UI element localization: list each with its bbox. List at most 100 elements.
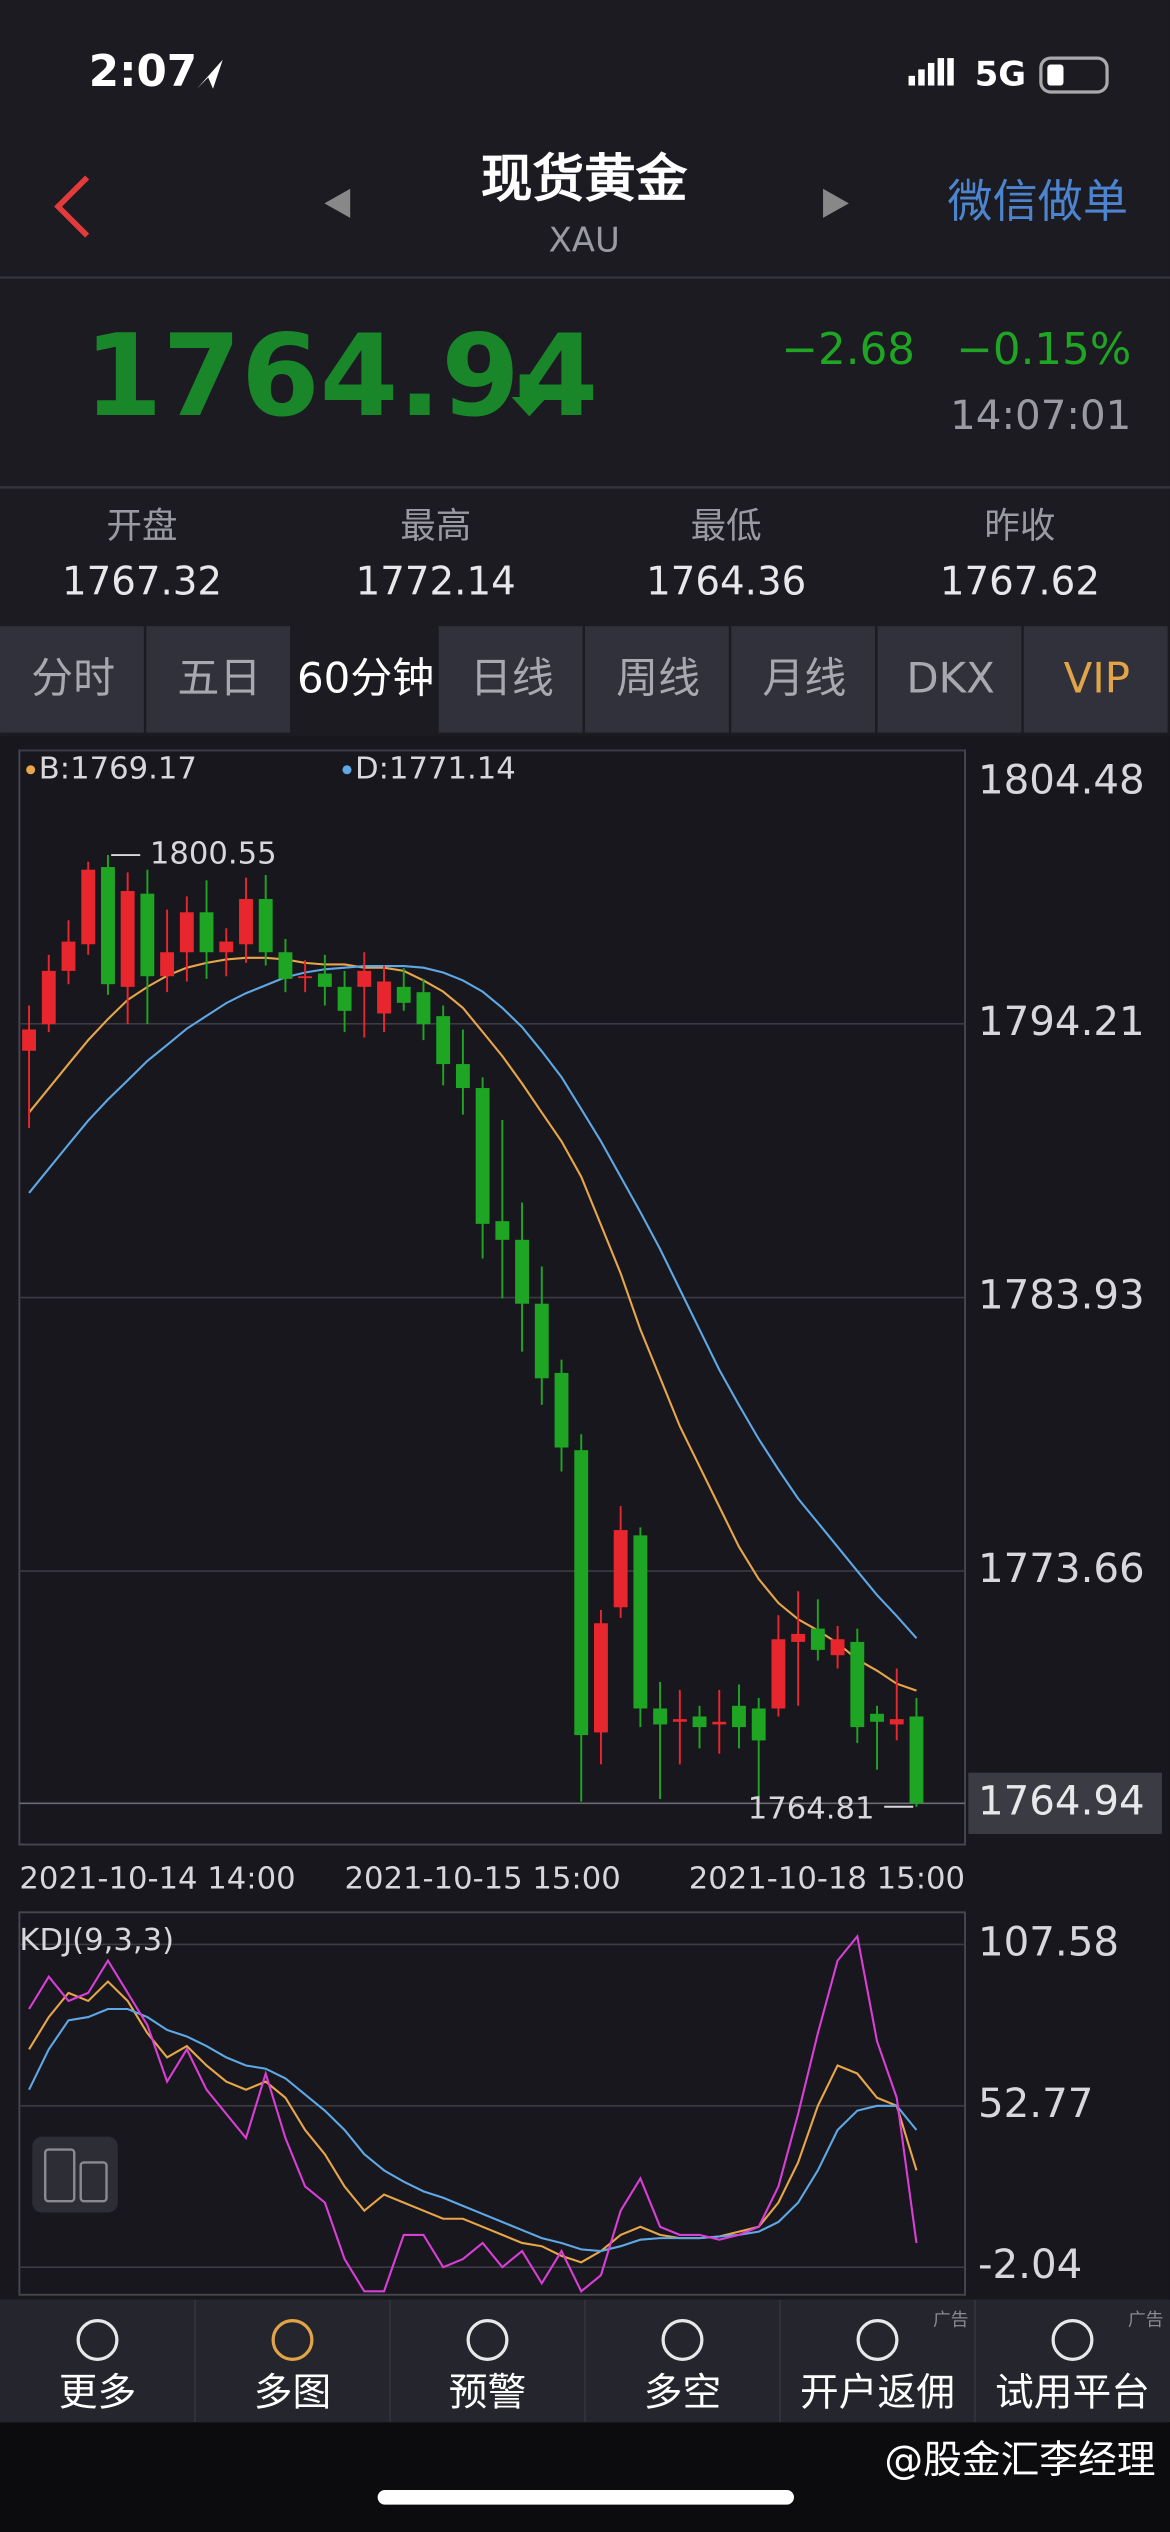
kdj-plot-frame (18, 1911, 967, 2296)
y-tick-label: 1773.66 (978, 1545, 1145, 1592)
tab-label[interactable]: 分时 (31, 654, 115, 703)
window-icon (79, 2161, 108, 2203)
nav-label: 多图 (254, 2370, 331, 2415)
high-label: 1800.55 (150, 837, 277, 872)
stat-value: 1772.14 (356, 560, 516, 605)
candle-body (436, 1016, 451, 1065)
candle-body (594, 1623, 608, 1733)
candle-body (515, 1239, 530, 1304)
candle-body (810, 1628, 825, 1650)
candle-body (870, 1713, 884, 1722)
nav-icon (76, 2318, 119, 2361)
candle-body (120, 890, 135, 987)
candle-body (455, 1064, 470, 1089)
network-label: 5G (975, 54, 1026, 93)
candle-body (100, 867, 115, 985)
battery-icon (1039, 56, 1109, 94)
tab-label[interactable]: 周线 (616, 654, 700, 703)
down-arrow (511, 374, 548, 417)
stat-value: 1764.36 (646, 560, 806, 605)
y-tick-label: 1783.93 (978, 1272, 1145, 1319)
tab[interactable] (292, 626, 437, 733)
price-change-percent: −0.15% (956, 325, 1131, 375)
candle-body (909, 1716, 924, 1804)
next-button[interactable] (823, 188, 849, 218)
candle-body (653, 1708, 668, 1725)
legend-label: D:1771.14 (355, 751, 516, 786)
legend-dot (342, 765, 352, 775)
status-time: 2:07 (89, 47, 197, 97)
y-tick-label: 52.77 (978, 2080, 1093, 2127)
stat-label: 最高 (400, 506, 471, 547)
last-price-tag (968, 1772, 1162, 1834)
candle-body (317, 973, 332, 987)
nav-label: 多空 (644, 2370, 721, 2415)
candle-body (22, 1029, 36, 1051)
page-subtitle: XAU (549, 221, 620, 260)
candle-body (258, 898, 273, 953)
ad-badge: 广告 (933, 2310, 969, 2331)
y-tick-label: 1794.21 (978, 998, 1145, 1045)
home-indicator (377, 2490, 794, 2505)
candle-body (416, 992, 431, 1025)
prev-button[interactable] (324, 188, 351, 218)
candle-body (672, 1719, 687, 1722)
tab-label[interactable]: 月线 (762, 654, 846, 703)
candle-body (199, 912, 214, 953)
nav-icon (661, 2318, 704, 2361)
candle-body (81, 869, 96, 945)
last-price-label: 1764.94 (978, 1777, 1145, 1824)
candle-body (554, 1372, 569, 1448)
battery-level (1047, 64, 1064, 86)
x-tick-label: 2021-10-14 14:00 (19, 1862, 295, 1897)
ad-badge: 广告 (1128, 2310, 1164, 2331)
price-change: −2.68 (782, 325, 916, 375)
tab-label[interactable]: DKX (906, 654, 995, 703)
stat-label: 昨收 (984, 506, 1055, 547)
tab[interactable] (438, 626, 583, 733)
candle-body (732, 1705, 746, 1728)
nav-icon (856, 2318, 899, 2361)
candle-body (278, 952, 293, 979)
indicator-line (28, 1980, 918, 2264)
candle-body (534, 1303, 549, 1379)
tab-label[interactable]: VIP (1064, 654, 1130, 703)
bottom-bar (0, 2422, 1170, 2532)
candle-body (692, 1716, 707, 1728)
watermark: @股金汇李经理 (884, 2438, 1155, 2483)
signal-icon (908, 58, 954, 86)
tab-label[interactable]: 日线 (470, 654, 554, 703)
indicator-line (28, 956, 917, 1692)
candle-body (219, 941, 234, 953)
candle-body (377, 981, 391, 1014)
page-title: 现货黄金 (481, 149, 688, 209)
candle-body (771, 1639, 786, 1709)
indicator-line (28, 1933, 918, 2294)
candle-body (613, 1530, 628, 1608)
tab-label[interactable]: 60分钟 (297, 654, 434, 703)
tab[interactable] (146, 626, 291, 733)
tab[interactable] (731, 626, 876, 733)
stat-value: 1767.62 (940, 560, 1100, 605)
quote-time: 14:07:01 (950, 392, 1131, 439)
indicator-line (28, 965, 918, 1639)
candle-body (179, 912, 194, 953)
candle-body (160, 952, 175, 977)
tab-label[interactable]: 五日 (177, 654, 261, 703)
y-tick-label: 107.58 (978, 1918, 1119, 1965)
tab[interactable] (1023, 626, 1168, 733)
candle-body (850, 1641, 865, 1728)
candle-body (337, 986, 352, 1011)
tab[interactable] (0, 626, 144, 733)
wechat-order-button[interactable]: 微信做单 (947, 175, 1128, 228)
tab[interactable] (585, 626, 729, 733)
candle-body (633, 1535, 648, 1709)
legend-dot (26, 765, 36, 775)
candle-body (357, 970, 372, 987)
tab[interactable] (877, 626, 1022, 733)
nav-icon (271, 2318, 314, 2361)
last-price: 1764.94 (84, 310, 598, 442)
back-button[interactable] (54, 175, 90, 238)
